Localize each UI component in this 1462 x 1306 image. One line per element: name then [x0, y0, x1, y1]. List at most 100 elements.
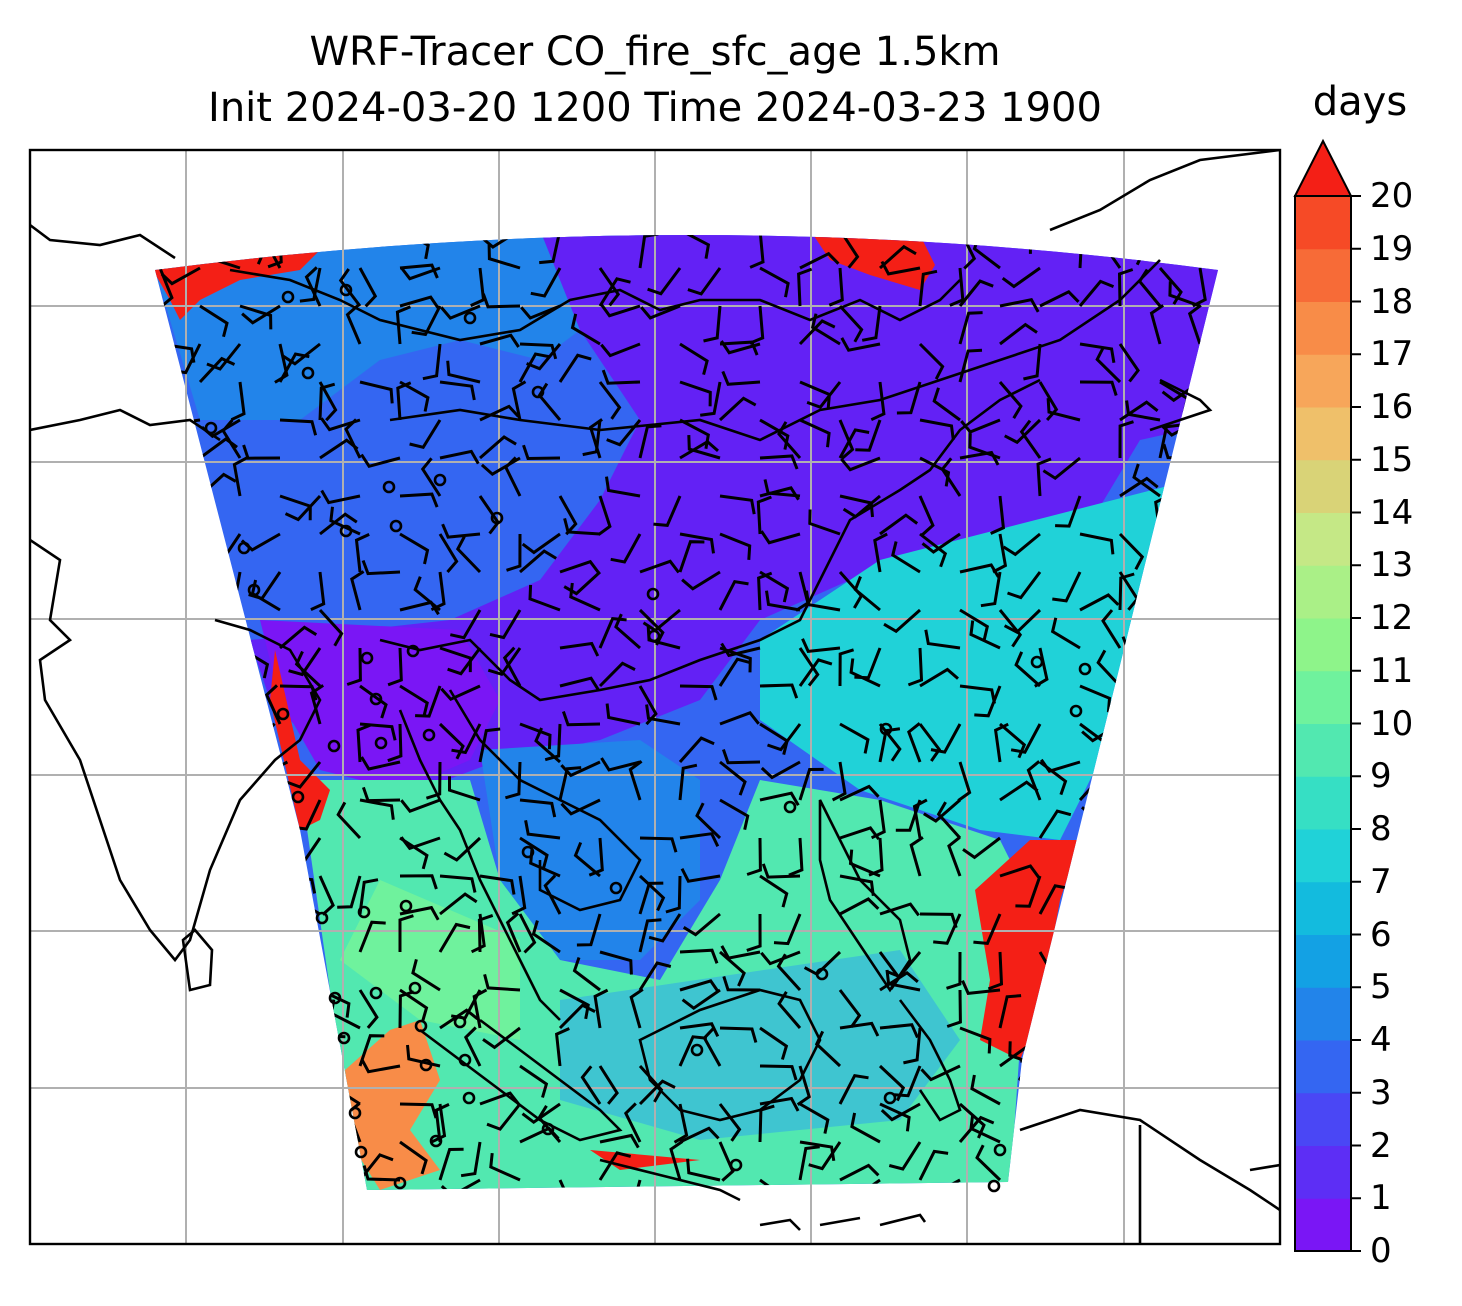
wind-barb: [438, 922, 471, 953]
calm-wind-circle: [429, 1134, 443, 1148]
wind-barb: [350, 570, 365, 611]
wind-barb: [601, 369, 641, 385]
wind-barb: [909, 836, 924, 877]
wind-barb: [990, 495, 1006, 535]
wind-barb: [558, 1003, 596, 1030]
calm-wind-circle: [883, 1091, 897, 1105]
wind-barb: [409, 419, 442, 450]
wind-barb: [470, 913, 486, 954]
wind-barb: [969, 620, 1001, 650]
wind-barb: [554, 1027, 570, 1067]
wind-barb: [849, 658, 881, 688]
wind-barb: [543, 874, 562, 915]
wind-barb: [346, 647, 362, 686]
wind-barb: [439, 449, 480, 465]
wind-barb: [242, 444, 281, 460]
wind-barb: [398, 990, 415, 1029]
wind-barb: [970, 1074, 1001, 1106]
wind-barb: [597, 495, 612, 536]
wind-barb: [749, 305, 765, 345]
wind-barb: [506, 533, 522, 572]
wind-barb: [570, 313, 601, 346]
wind-barb: [924, 629, 961, 650]
wind-barb: [678, 763, 698, 801]
wind-barb: [282, 342, 321, 366]
wind-barb: [907, 647, 924, 687]
wind-barb: [288, 647, 322, 677]
wind-barb: [438, 1147, 464, 1181]
colorbar-segment: [1295, 987, 1351, 1041]
wind-barb: [463, 1026, 482, 1067]
wind-barb: [695, 802, 722, 840]
wind-barb: [503, 456, 522, 497]
wind-barb: [511, 875, 527, 916]
wind-barb: [758, 1104, 775, 1143]
wind-barb: [879, 513, 919, 536]
colorbar-segment: [1295, 301, 1351, 355]
wind-barb: [399, 836, 429, 870]
wind-barb: [198, 356, 236, 384]
wind-barb: [439, 380, 476, 401]
wind-barb: [358, 267, 378, 308]
wind-barb: [1119, 476, 1159, 498]
wind-barb: [777, 991, 802, 1029]
wind-barb: [679, 1022, 720, 1038]
wind-barb: [560, 798, 601, 816]
wind-barb: [679, 832, 720, 847]
wind-barb: [588, 837, 604, 877]
wind-barb: [361, 559, 401, 576]
wind-barb: [992, 533, 1008, 574]
wind-barb: [1118, 572, 1135, 611]
wind-barb: [720, 945, 761, 960]
field-china-low: [250, 235, 1218, 790]
wind-barb: [518, 913, 537, 954]
wind-barb: [598, 1151, 632, 1181]
wind-barb: [479, 333, 520, 348]
wind-barb: [422, 343, 442, 381]
wind-barb: [678, 736, 715, 763]
wind-barb: [946, 989, 962, 1028]
wind-barb: [959, 450, 1000, 466]
wind-barb: [481, 293, 521, 309]
wind-barb: [718, 579, 749, 611]
calm-wind-circle: [281, 290, 295, 304]
wind-barb: [703, 305, 722, 343]
wind-barb: [687, 267, 722, 296]
wind-barb: [761, 863, 801, 879]
wind-barb: [999, 722, 1027, 759]
wind-barb: [598, 381, 622, 420]
wind-barb: [719, 798, 750, 831]
wind-barb: [958, 348, 983, 383]
wind-barb: [810, 313, 841, 346]
wind-barb: [918, 342, 945, 380]
wind-barb: [946, 951, 962, 990]
wind-barb: [598, 1065, 619, 1105]
wind-barb: [299, 267, 322, 303]
wind-barb: [1149, 304, 1165, 345]
calm-wind-circle: [276, 707, 290, 721]
colorbar-tick-label: 17: [1370, 334, 1414, 375]
calm-wind-circle: [389, 519, 403, 533]
colorbar-tick-label: 14: [1370, 492, 1414, 533]
wind-barb: [358, 878, 379, 915]
calm-wind-circle: [337, 1031, 351, 1045]
wind-barb: [528, 584, 561, 612]
wind-barb: [519, 342, 558, 360]
wind-barb: [799, 251, 840, 270]
wind-barb: [756, 495, 772, 535]
calm-wind-circle: [541, 1122, 555, 1136]
colorbar-tick-label: 6: [1370, 914, 1392, 955]
calm-wind-circle: [339, 524, 353, 538]
wind-barb: [801, 638, 841, 654]
wind-barb: [279, 625, 318, 650]
wind-barb: [431, 1103, 447, 1144]
wind-barb: [558, 353, 592, 383]
wind-barb: [720, 642, 761, 658]
wind-barb: [719, 532, 752, 560]
colorbar-segment: [1295, 1198, 1351, 1252]
wind-barb: [879, 1102, 911, 1132]
wind-barb: [919, 418, 955, 440]
calm-wind-circle: [879, 722, 893, 736]
wind-barb: [665, 875, 682, 914]
